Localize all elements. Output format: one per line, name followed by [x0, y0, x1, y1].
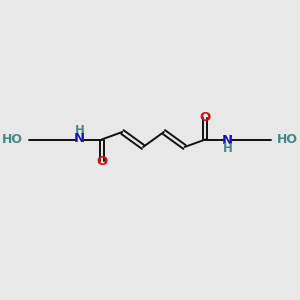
Text: N: N [74, 132, 85, 146]
Text: H: H [223, 142, 232, 155]
Text: HO: HO [277, 133, 298, 146]
Text: N: N [222, 134, 233, 147]
Text: O: O [200, 111, 211, 124]
Text: O: O [96, 154, 107, 168]
Text: HO: HO [2, 133, 23, 146]
Text: H: H [74, 124, 84, 137]
